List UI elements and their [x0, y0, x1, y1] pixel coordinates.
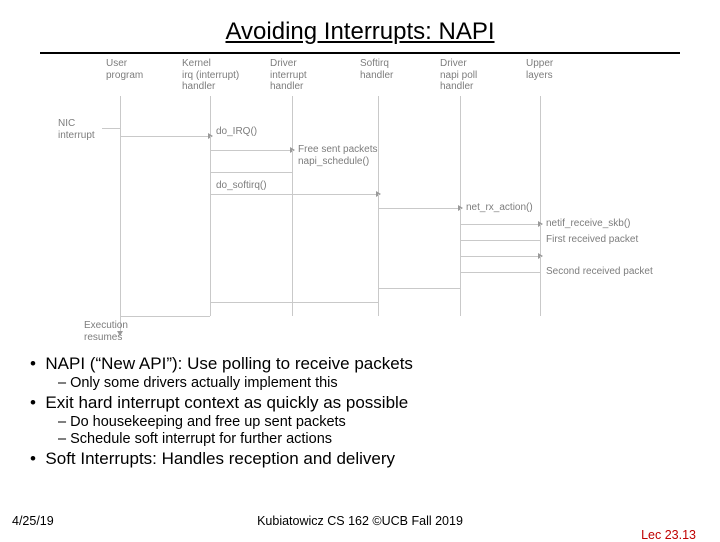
flow-line: [460, 240, 461, 256]
flow-line: [210, 194, 378, 195]
flow-line: [210, 150, 292, 151]
lane-header-user: Userprogram: [106, 58, 143, 81]
flow-line: [460, 272, 540, 273]
flow-line: [210, 136, 211, 150]
flow-line: [292, 150, 293, 172]
netif-recv-label: netif_receive_skb(): [546, 218, 630, 229]
napi-diagram: Userprogram Kernelirq (interrupt)handler…: [40, 58, 680, 348]
nic-interrupt-label: NICinterrupt: [58, 118, 95, 141]
bullet-subitem: – Schedule soft interrupt for further ac…: [20, 431, 700, 447]
lane-line: [210, 96, 211, 316]
bullet-subitem: – Only some drivers actually implement t…: [20, 375, 700, 391]
flow-line: [120, 316, 210, 317]
bullet-item: • Soft Interrupts: Handles reception and…: [20, 449, 700, 469]
flow-line: [378, 208, 460, 209]
flow-line: [460, 208, 461, 224]
flow-line: [540, 224, 541, 240]
flow-line: [102, 128, 120, 129]
lane-line: [292, 96, 293, 316]
flow-line: [460, 240, 540, 241]
lane-header-softirq: Softirqhandler: [360, 58, 393, 81]
flow-line: [120, 136, 210, 137]
slide-footer: 4/25/19 Kubiatowicz CS 162 ©UCB Fall 201…: [0, 514, 720, 528]
free-sent-label: Free sent packets: [298, 144, 377, 155]
footer-attribution: Kubiatowicz CS 162 ©UCB Fall 2019: [0, 514, 720, 528]
flow-line: [210, 302, 211, 316]
do-irq-label: do_IRQ(): [216, 126, 257, 137]
lane-line: [540, 96, 541, 316]
flow-line: [378, 288, 460, 289]
flow-line: [540, 256, 541, 272]
net-rx-label: net_rx_action(): [466, 202, 533, 213]
napi-sched-label: napi_schedule(): [298, 156, 369, 167]
flow-line: [210, 302, 378, 303]
bullet-item: • Exit hard interrupt context as quickly…: [20, 393, 700, 413]
second-pkt-label: Second received packet: [546, 266, 653, 277]
page-title: Avoiding Interrupts: NAPI: [40, 0, 680, 54]
lane-header-driver1: Driverinterrupthandler: [270, 58, 307, 93]
flow-line: [210, 172, 211, 188]
bullet-item: • NAPI (“New API”): Use polling to recei…: [20, 354, 700, 374]
do-softirq-label: do_softirq(): [216, 180, 267, 191]
first-pkt-label: First received packet: [546, 234, 638, 245]
lane-header-kernel: Kernelirq (interrupt)handler: [182, 58, 239, 93]
footer-date: 4/25/19: [12, 514, 54, 528]
flow-line: [460, 256, 540, 257]
flow-line: [378, 194, 379, 208]
flow-line: [210, 172, 292, 173]
flow-line: [120, 128, 121, 136]
lane-header-driver2: Drivernapi pollhandler: [440, 58, 477, 93]
flow-line: [378, 288, 379, 302]
lane-header-upper: Upperlayers: [526, 58, 553, 81]
flow-line: [460, 224, 540, 225]
bullet-list: • NAPI (“New API”): Use polling to recei…: [20, 352, 700, 469]
flow-line: [460, 272, 461, 288]
bullet-subitem: – Do housekeeping and free up sent packe…: [20, 414, 700, 430]
exec-resumes-label: Executionresumes: [84, 320, 128, 343]
